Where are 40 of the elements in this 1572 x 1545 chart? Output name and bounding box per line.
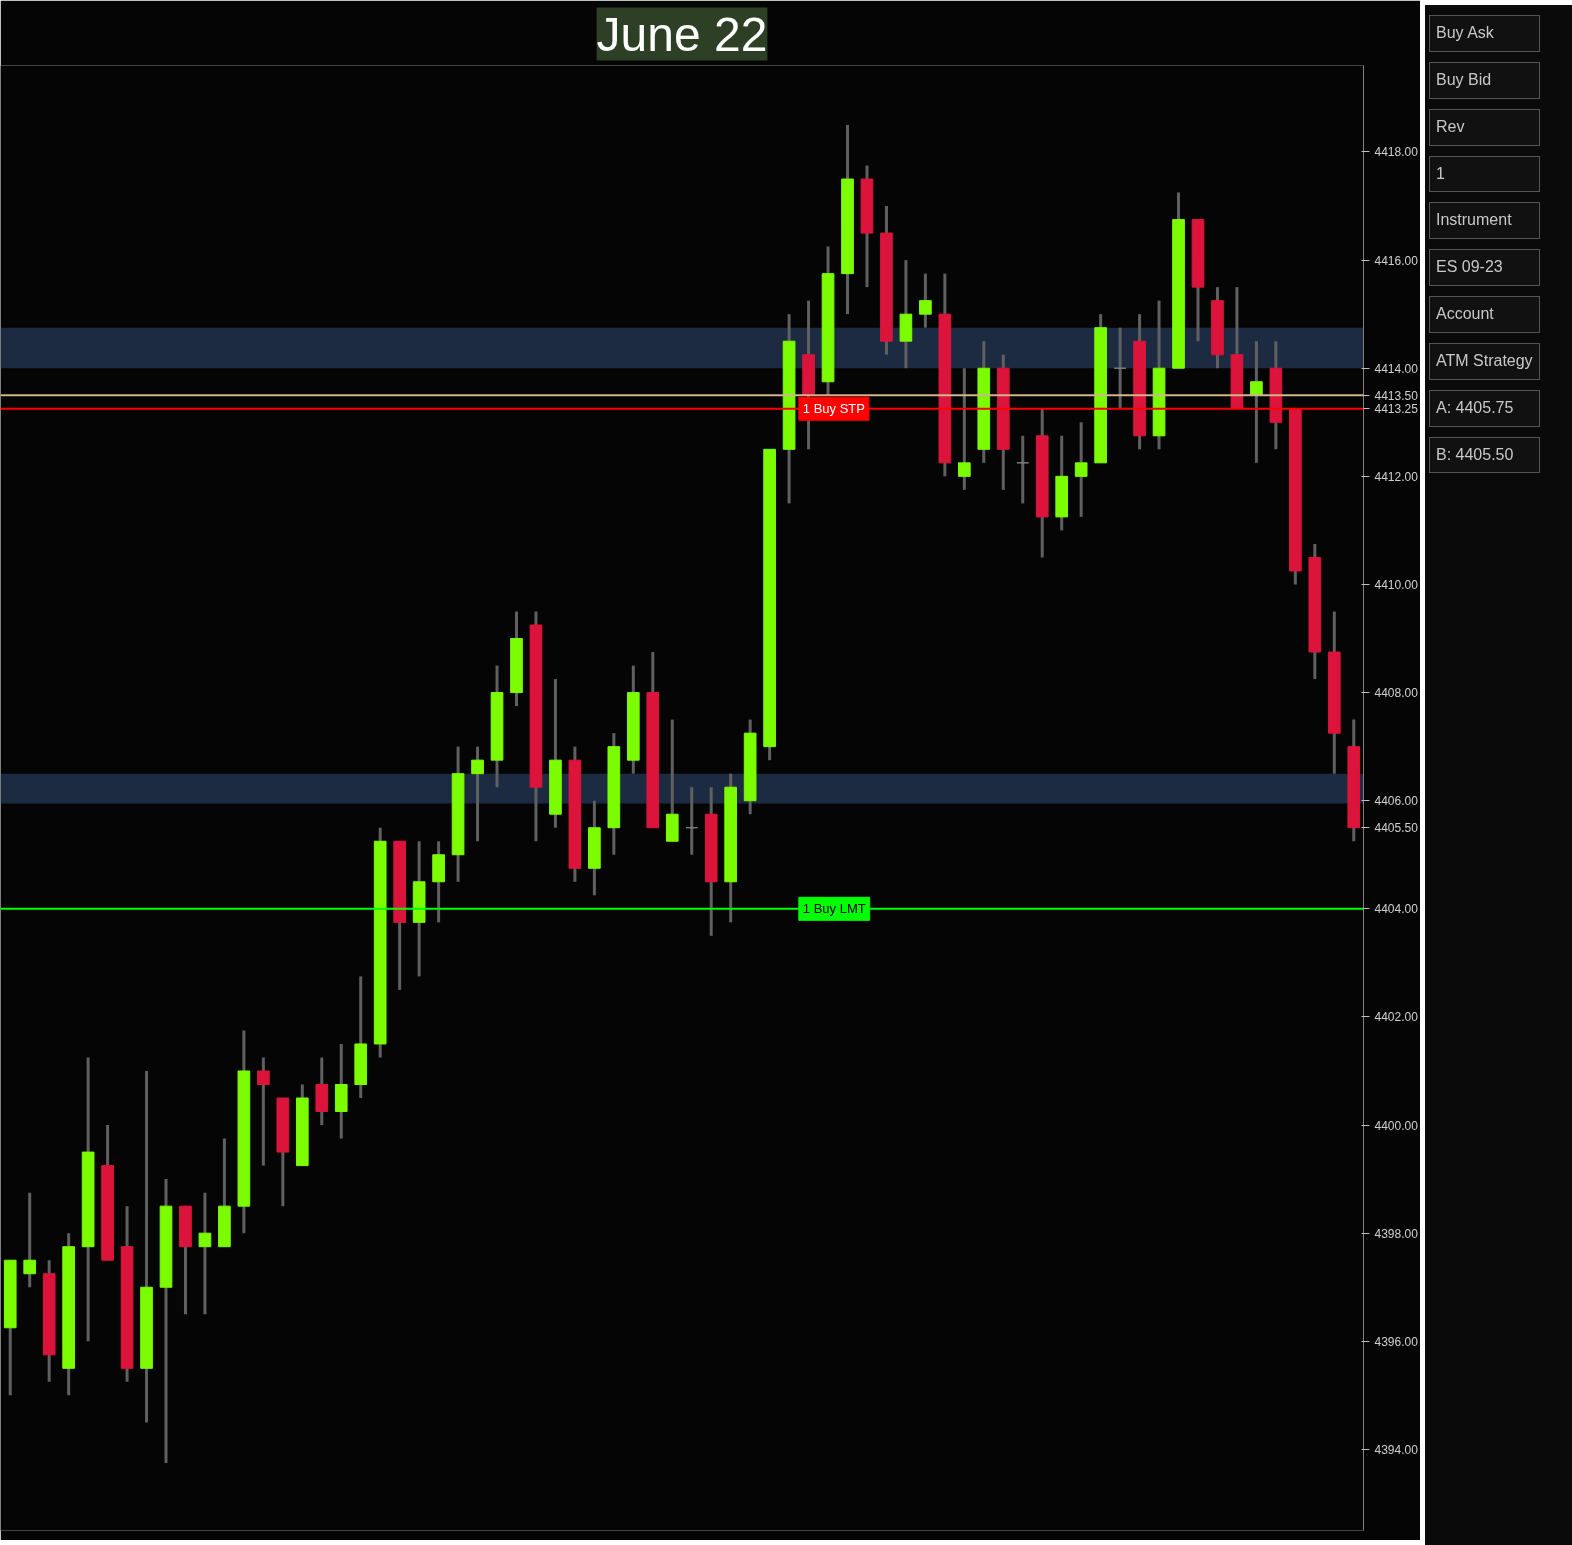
y-tick-label: 4413.25 [1374,402,1419,417]
candlestick [1016,434,1030,504]
candlestick [685,787,699,855]
text: B: 4405.50 [1429,436,1540,474]
candlestick [957,368,971,490]
text: Rev [1429,108,1540,146]
candlestick [1074,422,1088,517]
candlestick [1113,327,1127,409]
y-tick-label: 4414.00 [1374,361,1419,376]
y-tick-label: 4416.00 [1374,253,1419,268]
text: Account [1429,296,1540,333]
y-tick-label: 4396.00 [1374,1334,1419,1349]
y-tick-label: 4410.00 [1374,577,1419,592]
y-tick-label: 4406.00 [1374,794,1419,809]
ref-line-label: 1 Buy STP [802,401,865,417]
y-tick-label: 4418.00 [1374,145,1419,160]
candlestick [257,1057,270,1166]
text: A: 4405.75 [1429,389,1540,427]
candlestick [471,746,484,842]
text: ES 09-23 [1429,249,1540,287]
candlestick [23,1192,37,1289]
y-tick-label: 4402.00 [1374,1010,1419,1025]
y-tick-label: 4413.50 [1374,388,1419,403]
text: Instrument [1429,202,1540,240]
y-tick-label: 4412.00 [1374,469,1419,484]
candlestick [1250,341,1263,463]
ref-line-label: 1 Buy LMT [802,901,866,917]
text: 1 [1429,155,1540,193]
text: Buy Ask [1429,15,1540,52]
y-tick-label: 4394.00 [1374,1442,1419,1457]
candlestick [919,273,932,328]
text: Buy Bid [1429,61,1540,99]
y-tick-label: 4408.00 [1374,686,1419,701]
candlestick [198,1192,212,1315]
y-tick-label: 4398.00 [1374,1226,1419,1241]
y-tick-label: 4404.00 [1374,902,1419,917]
y-tick-label: 4405.50 [1374,821,1419,836]
chart-title: June 22 [596,7,768,61]
y-tick-label: 4400.00 [1374,1118,1419,1133]
text: ATM Strategy [1429,342,1540,380]
